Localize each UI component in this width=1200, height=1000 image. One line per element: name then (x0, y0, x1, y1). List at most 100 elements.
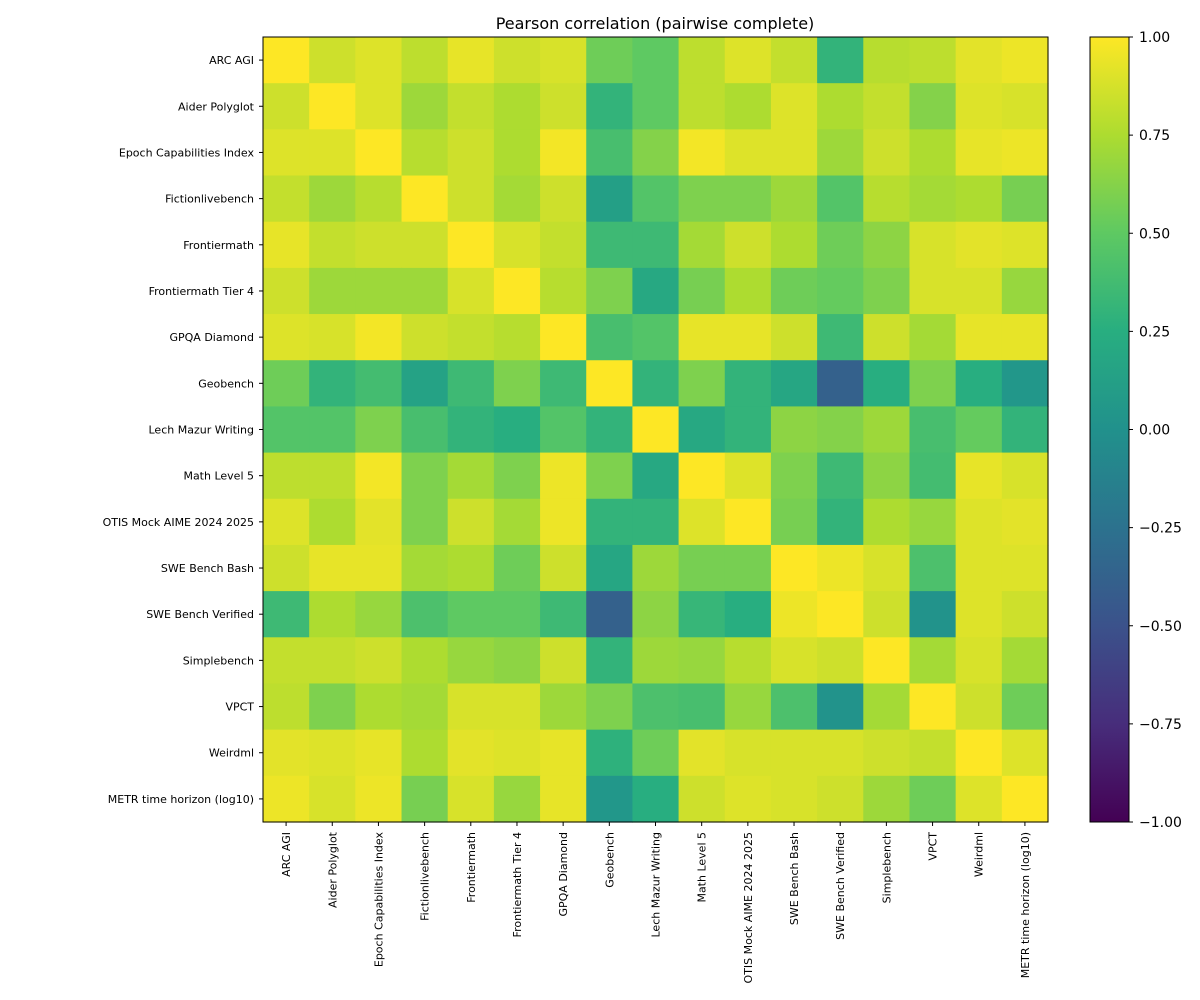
heatmap-cell (1001, 452, 1049, 500)
heatmap-cell (401, 221, 449, 269)
heatmap-cell (355, 637, 403, 685)
heatmap-cell (1001, 221, 1049, 269)
x-tick-label: Frontiermath Tier 4 (511, 832, 524, 937)
heatmap-cell (632, 360, 680, 408)
heatmap-cell (447, 544, 495, 592)
heatmap-cell (493, 729, 541, 777)
heatmap-cell (863, 452, 911, 500)
heatmap-cell (493, 37, 541, 84)
heatmap-cell (401, 267, 449, 315)
heatmap-cell (401, 775, 449, 823)
heatmap-cell (863, 314, 911, 361)
heatmap-cell (263, 406, 310, 454)
heatmap-cell (724, 683, 772, 731)
colorbar-tick-label: 1.00 (1139, 30, 1170, 46)
heatmap-cell (493, 129, 541, 177)
heatmap-cell (263, 498, 310, 546)
x-tick-label: Geobench (603, 832, 616, 888)
heatmap-cell (817, 544, 864, 592)
heatmap-cell (724, 267, 772, 315)
heatmap-cell (540, 83, 587, 130)
heatmap-cell (586, 775, 634, 823)
heatmap-cell (540, 37, 587, 84)
heatmap-cell (263, 221, 310, 269)
heatmap-cell (632, 452, 680, 500)
heatmap-cell (724, 129, 772, 177)
heatmap-cell (1001, 683, 1049, 731)
y-tick-label: ARC AGI (209, 54, 254, 67)
heatmap-cell (263, 83, 310, 130)
heatmap-cell (632, 406, 680, 454)
heatmap-cell (863, 37, 911, 84)
heatmap-cell (863, 360, 911, 408)
heatmap-cell (540, 637, 587, 685)
heatmap-cell (770, 591, 818, 638)
heatmap-cell (401, 683, 449, 731)
heatmap-cell (909, 360, 957, 408)
heatmap-cell (955, 591, 1003, 638)
heatmap-cell (817, 498, 864, 546)
heatmap-cell (817, 129, 864, 177)
heatmap-cell (909, 406, 957, 454)
heatmap-cell (632, 775, 680, 823)
y-tick-label: OTIS Mock AIME 2024 2025 (103, 516, 254, 529)
heatmap-cell (632, 83, 680, 130)
heatmap-cell (909, 267, 957, 315)
y-tick-label: Weirdml (209, 747, 254, 760)
heatmap-cell (724, 637, 772, 685)
heatmap-cell (632, 221, 680, 269)
heatmap-cell (263, 637, 310, 685)
heatmap-cell (863, 83, 911, 130)
heatmap-cell (540, 267, 587, 315)
heatmap-cell (909, 83, 957, 130)
heatmap-cell (263, 683, 310, 731)
heatmap-cell (724, 775, 772, 823)
heatmap-cell (447, 129, 495, 177)
x-tick-label: GPQA Diamond (557, 832, 570, 917)
heatmap-cell (493, 544, 541, 592)
y-tick-label: Geobench (198, 377, 254, 390)
heatmap-cell (355, 729, 403, 777)
heatmap-cell (955, 221, 1003, 269)
heatmap-cell (540, 360, 587, 408)
heatmap-cell (401, 37, 449, 84)
heatmap-cell (355, 221, 403, 269)
heatmap-cell (586, 221, 634, 269)
heatmap-cell (586, 129, 634, 177)
heatmap-cell (909, 683, 957, 731)
heatmap-cell (1001, 314, 1049, 361)
colorbar-tick-label: 0.00 (1139, 423, 1170, 439)
heatmap-cell (540, 683, 587, 731)
y-tick-label: Frontiermath Tier 4 (149, 285, 254, 298)
heatmap-cell (863, 683, 911, 731)
heatmap-cell (770, 83, 818, 130)
heatmap-cell (863, 544, 911, 592)
heatmap-cell (586, 729, 634, 777)
heatmap-cell (401, 175, 449, 223)
heatmap-cell (955, 175, 1003, 223)
heatmap-cell (263, 129, 310, 177)
heatmap-cell (770, 37, 818, 84)
heatmap-cell (1001, 775, 1049, 823)
x-tick-labels: ARC AGI Aider Polyglot Epoch Capabilities … (280, 822, 1032, 983)
heatmap-cell (632, 729, 680, 777)
x-tick-label: Math Level 5 (696, 832, 709, 903)
y-tick-label: SWE Bench Verified (146, 608, 254, 621)
heatmap-cell (817, 37, 864, 84)
heatmap-cell (724, 314, 772, 361)
y-tick-label: Simplebench (183, 654, 254, 667)
heatmap-cell (401, 129, 449, 177)
heatmap-cell (678, 221, 726, 269)
heatmap-cell (401, 83, 449, 130)
heatmap-cell (909, 452, 957, 500)
heatmap-cell (863, 406, 911, 454)
heatmap-cell (955, 406, 1003, 454)
heatmap-cell (863, 775, 911, 823)
heatmap-cell (540, 591, 587, 638)
heatmap-cell (678, 406, 726, 454)
heatmap-cell (493, 452, 541, 500)
heatmap-cell (1001, 360, 1049, 408)
heatmap-cell (447, 37, 495, 84)
heatmap-cell (355, 267, 403, 315)
y-tick-label: Epoch Capabilities Index (119, 146, 255, 159)
